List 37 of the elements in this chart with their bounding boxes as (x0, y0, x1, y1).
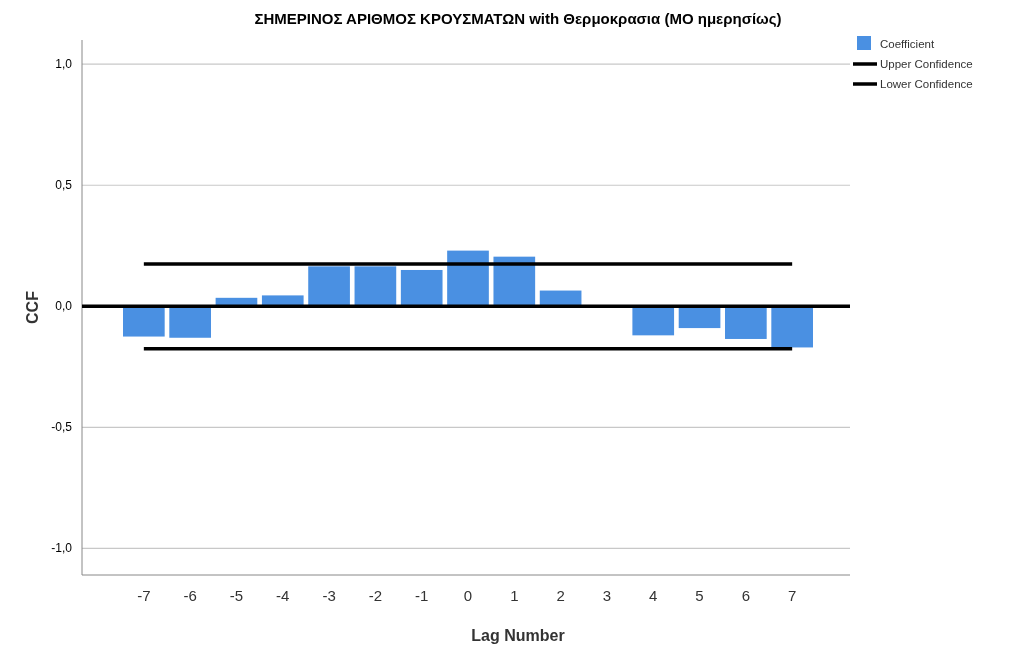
legend-label: Coefficient (880, 38, 935, 50)
bar (771, 306, 813, 348)
x-tick-label: -2 (368, 587, 383, 604)
x-tick-label: 0 (463, 587, 473, 604)
bar (678, 306, 721, 329)
bar (261, 295, 304, 307)
x-tick-label: -6 (183, 587, 197, 604)
x-tick-label: 2 (556, 587, 565, 604)
bar (308, 266, 350, 307)
legend-label: Lower Confidence (880, 78, 973, 90)
x-tick-label: 6 (741, 587, 751, 604)
bar (447, 250, 489, 307)
x-axis-title: Lag Number (471, 627, 565, 644)
x-tick-label: -3 (322, 587, 336, 604)
x-tick-label: -1 (415, 587, 429, 604)
y-axis-title: CCF (24, 290, 41, 324)
x-tick-label: 7 (787, 587, 797, 604)
y-tick-label: 1,0 (55, 57, 73, 72)
x-tick-label: 5 (695, 587, 704, 604)
bar (400, 269, 443, 307)
y-tick-label: 0,5 (55, 178, 73, 193)
x-tick-label: -7 (137, 587, 151, 604)
x-tick-label: 3 (602, 587, 612, 604)
bar (169, 306, 211, 338)
x-tick-label: 1 (510, 587, 519, 604)
bar (123, 306, 165, 337)
chart-title: ΣΗΜΕΡΙΝΟΣ ΑΡΙΘΜΟΣ ΚΡΟΥΣΜΑΤΩΝ with Θερμοκρασια (ΜΟ ημερησίως) (254, 10, 782, 27)
bar (354, 266, 397, 307)
bar (725, 306, 767, 339)
y-tick-label: -1,0 (51, 541, 73, 556)
x-tick-label: -4 (276, 587, 290, 604)
x-tick-label: -5 (229, 587, 244, 604)
legend-label: Upper Confidence (880, 58, 973, 70)
y-tick-label: -0,5 (51, 420, 73, 435)
y-tick-label: 0,0 (55, 299, 73, 314)
x-tick-label: 4 (649, 587, 658, 604)
bar (632, 306, 675, 336)
